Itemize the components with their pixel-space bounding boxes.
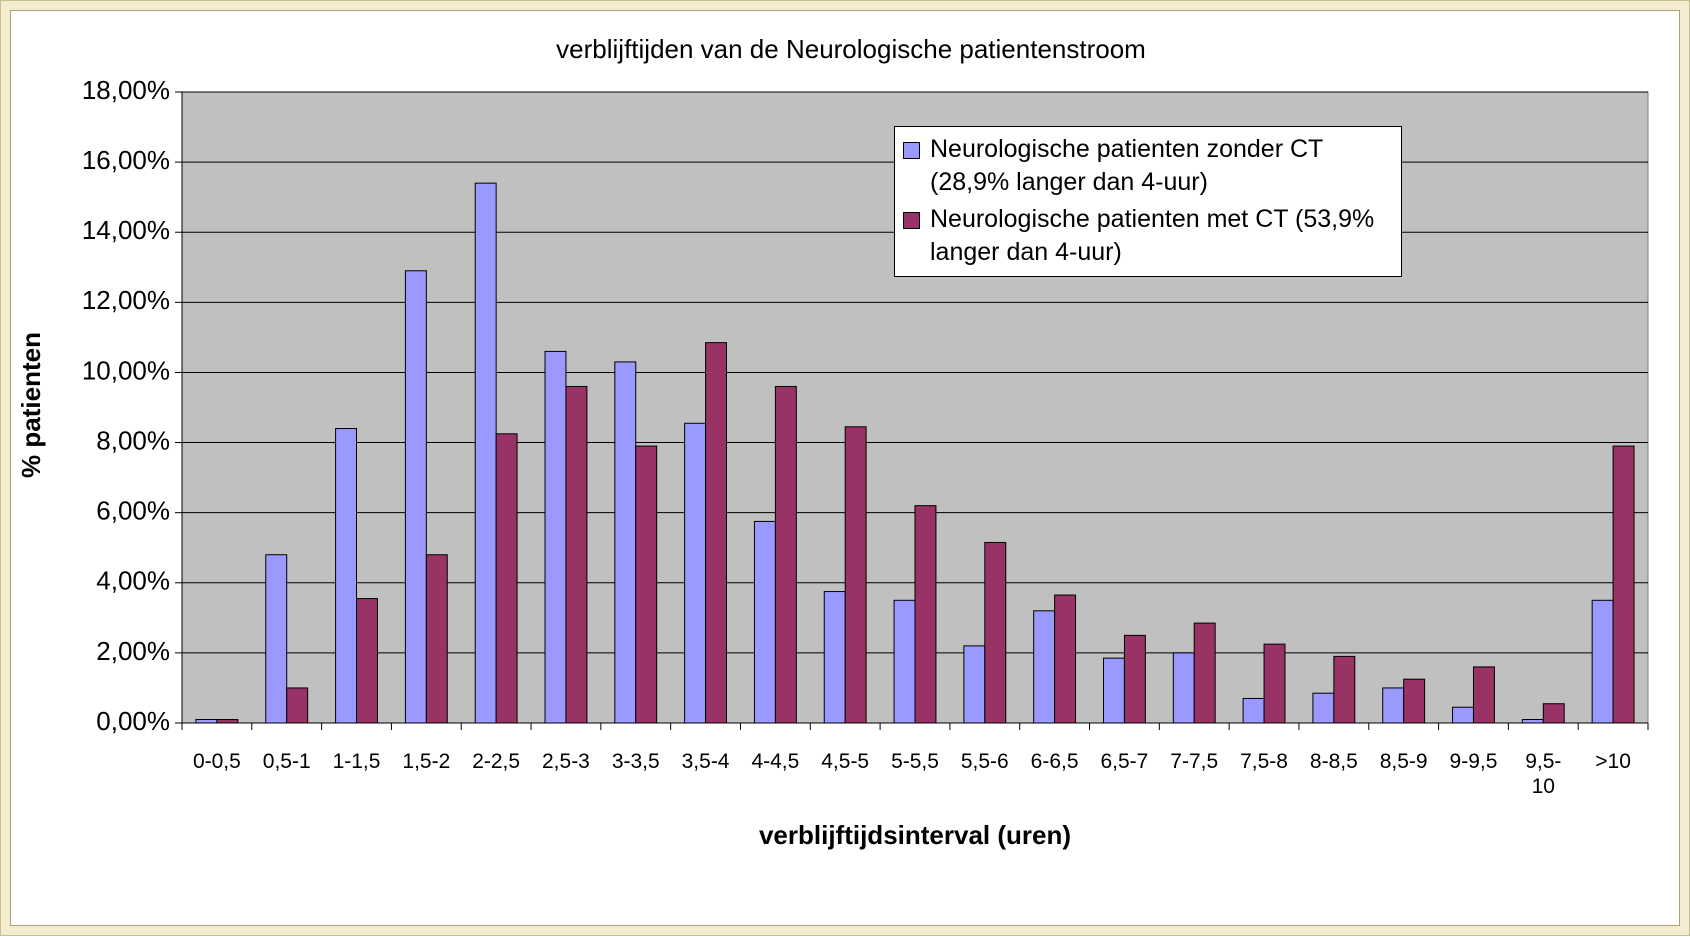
bar — [963, 645, 986, 724]
bar — [404, 270, 427, 724]
x-tick-label: 5,5-6 — [960, 750, 1009, 773]
y-tick-label: 18,00% — [82, 75, 170, 105]
bar — [195, 718, 218, 724]
bar — [1172, 652, 1195, 724]
y-tick-label: 8,00% — [96, 425, 170, 455]
bar — [1054, 594, 1077, 724]
bar — [1521, 718, 1544, 724]
legend-item: Neurologische patienten zonder CT (28,9%… — [903, 133, 1401, 199]
x-tick-label: 2-2,5 — [472, 750, 521, 773]
legend: Neurologische patienten zonder CT (28,9%… — [894, 126, 1402, 277]
x-tick-label: 9-9,5 — [1449, 750, 1498, 773]
bar — [1033, 610, 1056, 724]
bar — [1403, 678, 1426, 724]
x-tick-label: 8-8,5 — [1309, 750, 1358, 773]
x-axis-label: verblijftijdsinterval (uren) — [759, 820, 1071, 850]
y-tick-label: 0,00% — [96, 706, 170, 736]
y-tick-label: 6,00% — [96, 496, 170, 526]
y-tick-label: 4,00% — [96, 566, 170, 596]
y-tick-label: 2,00% — [96, 636, 170, 666]
bar — [774, 385, 797, 724]
legend-label: Neurologische patienten zonder CT (28,9%… — [930, 135, 1323, 196]
bar — [1472, 666, 1495, 724]
bar — [753, 520, 776, 724]
x-tick-label: 4-4,5 — [751, 750, 800, 773]
x-tick-label: 9,5-10 — [1525, 750, 1562, 798]
x-tick-label: 3,5-4 — [681, 750, 730, 773]
legend-label: Neurologische patienten met CT (53,9% la… — [930, 205, 1375, 266]
bar — [1263, 643, 1286, 724]
bar — [893, 599, 916, 724]
x-tick-label: 0,5-1 — [262, 750, 311, 773]
x-tick-label: 2,5-3 — [542, 750, 590, 773]
bar — [705, 342, 728, 724]
x-tick-label: 1-1,5 — [332, 750, 381, 773]
x-tick-label: 5-5,5 — [891, 750, 939, 773]
bar — [335, 428, 358, 724]
x-tick-label: 1,5-2 — [402, 750, 451, 773]
bar — [1612, 445, 1635, 724]
bar — [1382, 687, 1405, 724]
x-tick-label: 6,5-7 — [1100, 750, 1149, 773]
bar — [823, 591, 846, 724]
bar — [635, 445, 658, 724]
bar — [684, 422, 707, 724]
x-tick-label: 8,5-9 — [1379, 750, 1428, 773]
y-axis-label: % patienten — [16, 332, 46, 478]
bar — [1193, 622, 1216, 724]
y-tick-label: 12,00% — [82, 285, 170, 315]
x-tick-label: 7-7,5 — [1170, 750, 1219, 773]
bar — [495, 433, 518, 724]
bar — [425, 554, 448, 724]
bar — [265, 554, 288, 724]
bar — [565, 385, 588, 724]
bar — [984, 541, 1007, 724]
legend-swatch — [903, 212, 920, 229]
bar — [474, 182, 497, 724]
bar — [544, 350, 567, 724]
legend-item: Neurologische patienten met CT (53,9% la… — [903, 203, 1401, 269]
y-tick-label: 10,00% — [82, 355, 170, 385]
x-tick-label: 4,5-5 — [821, 750, 870, 773]
x-tick-label: 0-0,5 — [192, 750, 241, 773]
x-tick-label: >10 — [1595, 750, 1631, 773]
y-tick-label: 14,00% — [82, 215, 170, 245]
bar — [844, 426, 867, 724]
bar — [1542, 703, 1565, 724]
chart-title: verblijftijden van de Neurologische pati… — [556, 34, 1146, 64]
bar — [1452, 706, 1474, 724]
bar — [356, 598, 378, 724]
x-tick-label: 6-6,5 — [1030, 750, 1079, 773]
bar — [1242, 697, 1265, 724]
x-tick-label: 3-3,5 — [611, 750, 660, 773]
bar — [1102, 657, 1125, 724]
bar — [216, 718, 239, 724]
bar — [1312, 692, 1335, 724]
x-tick-label: 7,5-8 — [1240, 750, 1288, 773]
bar — [614, 361, 637, 724]
bar — [286, 687, 309, 724]
legend-swatch — [903, 142, 920, 159]
bar — [1333, 655, 1356, 724]
bar — [1123, 634, 1146, 724]
bar — [1591, 599, 1614, 724]
bar — [914, 505, 937, 724]
y-tick-label: 16,00% — [82, 145, 170, 175]
